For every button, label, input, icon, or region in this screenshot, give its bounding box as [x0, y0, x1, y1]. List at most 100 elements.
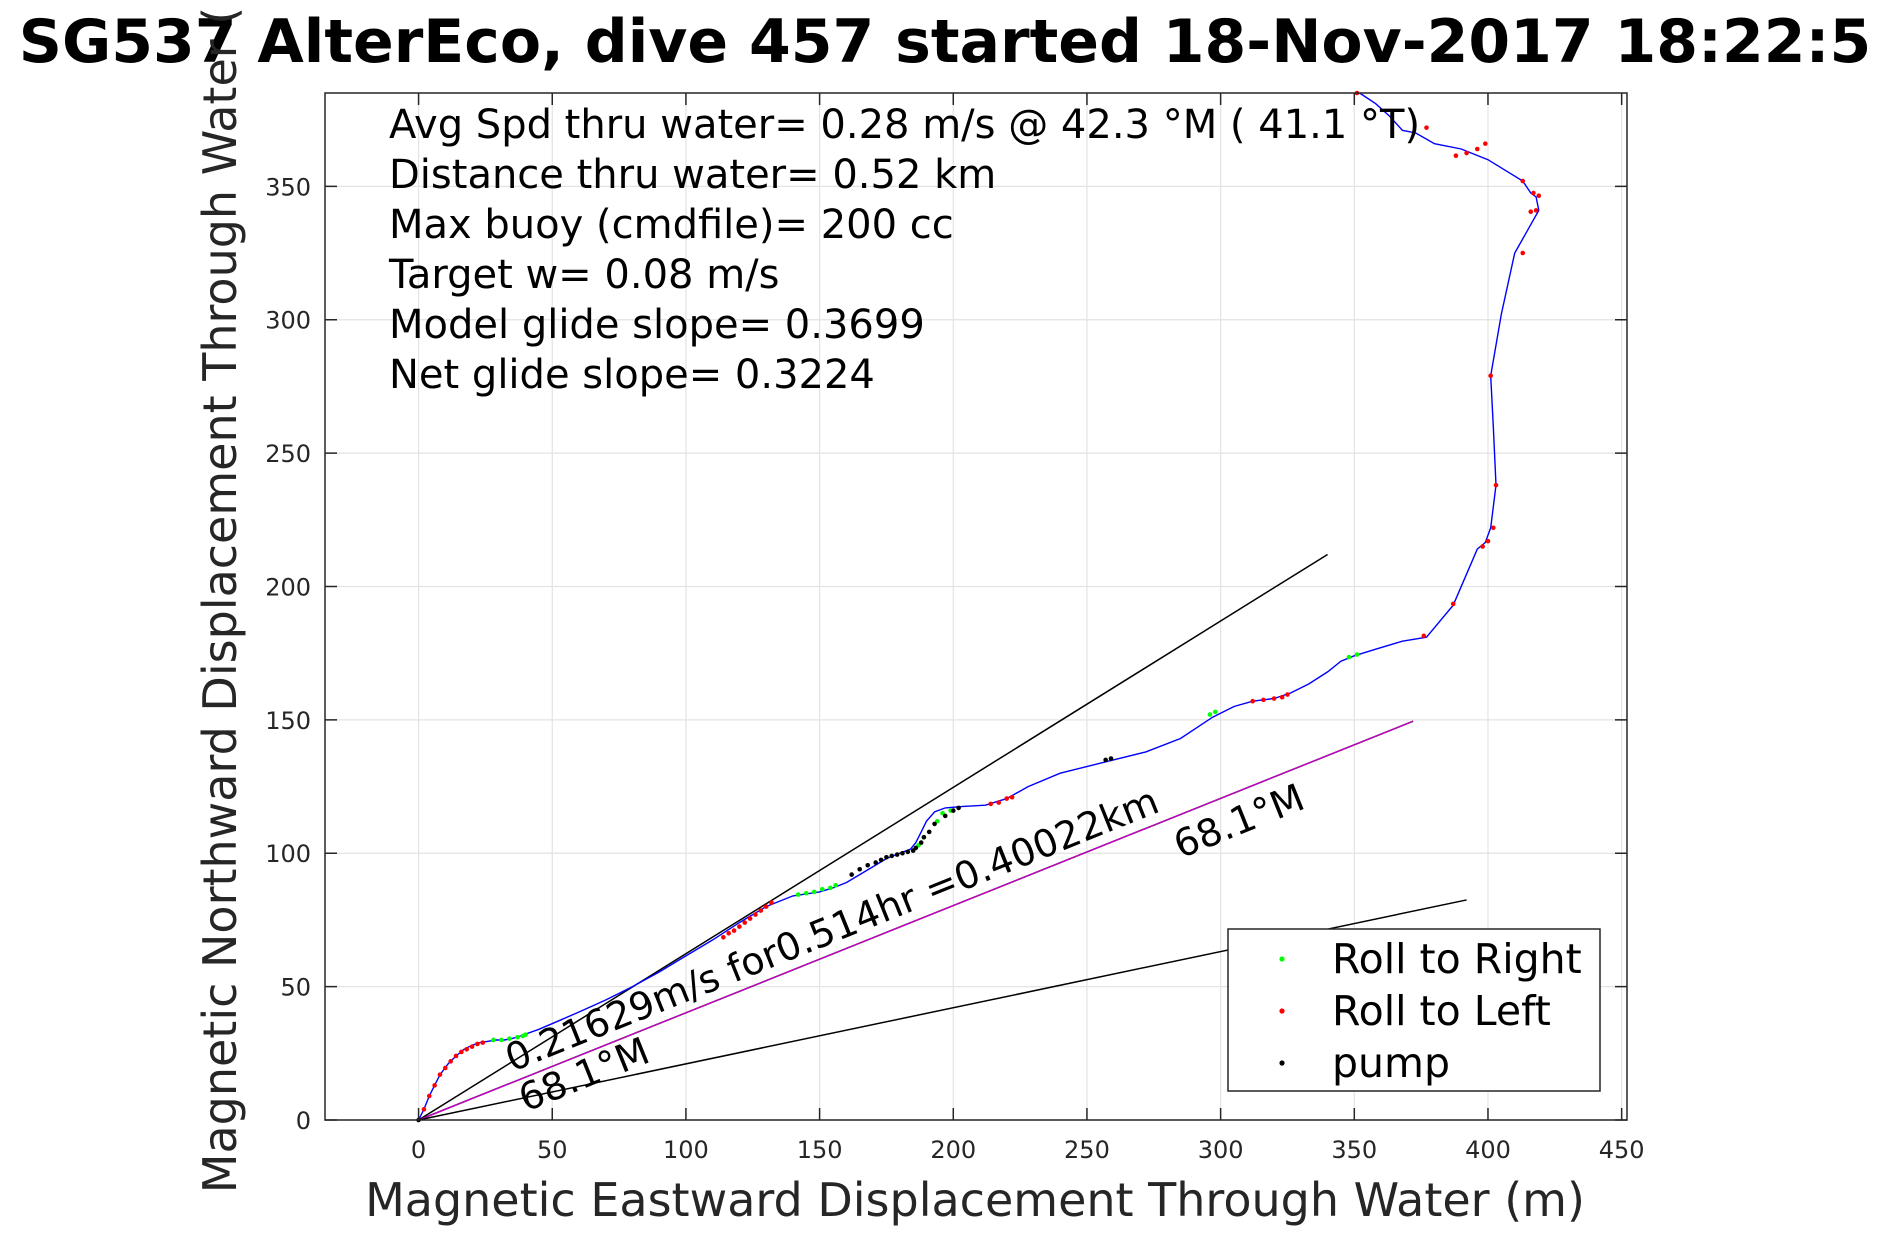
roll-to-left-point — [469, 1044, 475, 1049]
roll-to-right-point — [827, 885, 833, 891]
roll-to-left-point — [1279, 694, 1285, 700]
roll-to-left-point — [1250, 698, 1256, 704]
roll-to-left-point — [731, 928, 737, 933]
roll-to-left-point — [721, 934, 726, 940]
y-tick-label: 0 — [296, 1107, 311, 1135]
roll-to-left-point — [747, 916, 753, 921]
roll-to-left-point — [1474, 146, 1480, 152]
roll-to-left-point — [1009, 794, 1015, 800]
pump-point — [926, 829, 932, 835]
roll-to-left-point — [1480, 544, 1485, 549]
x-axis-label: Magnetic Eastward Displacement Through W… — [365, 1173, 1585, 1227]
roll-to-right-point — [499, 1037, 504, 1043]
roll-to-left-point — [443, 1065, 448, 1071]
track-line — [417, 92, 1540, 1121]
info-text: Avg Spd thru water= 0.28 m/s @ 42.3 °M (… — [388, 102, 1420, 398]
roll-to-right-point — [523, 1032, 528, 1037]
roll-to-right-point — [833, 882, 838, 888]
x-tick-label: 250 — [1064, 1136, 1110, 1164]
y-tick-label: 200 — [265, 573, 311, 601]
x-tick-label: 150 — [797, 1136, 843, 1164]
roll-to-left-point — [421, 1107, 427, 1112]
y-tick-label: 300 — [265, 307, 311, 335]
chart-title: SG537 AlterEco, dive 457 started 18-Nov-… — [19, 7, 1872, 77]
slope-annotation: 0.21629m/s for0.514hr =0.40022km — [499, 779, 1165, 1081]
y-tick-label: 50 — [280, 974, 311, 1002]
roll-to-left-point — [1421, 633, 1427, 639]
roll-to-left-point — [1485, 538, 1491, 544]
roll-to-left-point — [996, 800, 1002, 805]
roll-to-left-point — [1424, 125, 1429, 130]
roll-to-left-point — [437, 1072, 443, 1077]
pump-point — [894, 852, 900, 857]
pump-point — [932, 821, 937, 827]
roll-to-left-point — [1493, 482, 1499, 488]
pump-point — [913, 845, 919, 851]
roll-to-left-point — [1520, 250, 1526, 256]
info-line: Target w= 0.08 m/s — [388, 252, 779, 298]
roll-to-left-point — [758, 908, 764, 913]
legend-marker-pump — [1279, 1060, 1285, 1066]
roll-to-left-point — [453, 1053, 459, 1059]
track — [417, 92, 1540, 1121]
roll-to-left-point — [459, 1049, 464, 1055]
roll-to-right-point — [811, 889, 817, 895]
roll-to-right-point — [795, 892, 801, 897]
roll-to-left-point — [1271, 696, 1277, 701]
roll-to-left-point — [742, 920, 748, 925]
roll-to-left-point — [1520, 178, 1526, 184]
roll-to-right-point — [507, 1036, 512, 1041]
pump-point — [900, 850, 905, 856]
pump-point — [884, 854, 889, 860]
roll-to-left-point — [426, 1093, 432, 1099]
pump-point — [857, 866, 863, 872]
pump-point — [921, 834, 927, 840]
roll-to-left-point — [1533, 208, 1539, 213]
roll-to-left-point — [988, 801, 994, 807]
roll-to-left-point — [448, 1059, 453, 1064]
pump-point — [889, 853, 895, 859]
pump-point — [865, 862, 871, 868]
roll-to-left-point — [480, 1040, 486, 1045]
reference-line — [418, 720, 1414, 1121]
roll-to-left-point — [1261, 697, 1266, 703]
y-tick-label: 150 — [265, 707, 311, 735]
x-tick-label: 300 — [1198, 1136, 1244, 1164]
info-line: Distance thru water= 0.52 km — [389, 152, 996, 198]
roll-to-right-point — [1346, 654, 1352, 660]
info-line: Max buoy (cmdfile)= 200 cc — [389, 202, 954, 248]
pump-point — [873, 860, 879, 865]
pump-point — [878, 857, 884, 863]
legend-label-roll-to-right: Roll to Right — [1332, 935, 1582, 983]
legend-label-pump: pump — [1332, 1039, 1450, 1087]
roll-to-left-point — [475, 1041, 480, 1047]
legend-marker-roll-to-left — [1279, 1008, 1285, 1014]
x-tick-label: 450 — [1599, 1136, 1645, 1164]
roll-to-right-point — [819, 886, 825, 892]
roll-to-left-point — [753, 912, 758, 917]
pump-point — [849, 872, 854, 877]
roll-to-left-point — [737, 924, 742, 929]
x-tick-label: 0 — [411, 1136, 426, 1164]
info-line: Net glide slope= 0.3224 — [389, 352, 875, 398]
y-tick-label: 250 — [265, 440, 311, 468]
info-line: Avg Spd thru water= 0.28 m/s @ 42.3 °M (… — [389, 102, 1420, 148]
x-tick-label: 350 — [1331, 1136, 1377, 1164]
pump-point — [1103, 757, 1108, 763]
reference-line — [418, 553, 1328, 1121]
legend-marker-roll-to-right — [1279, 956, 1285, 962]
roll-to-left-point — [1285, 692, 1290, 697]
pump-point — [918, 840, 924, 845]
roll-to-left-point — [1531, 190, 1536, 196]
roll-to-left-point — [763, 904, 769, 909]
pump-point — [950, 808, 956, 813]
roll-to-right-point — [491, 1037, 496, 1043]
roll-to-left-point — [464, 1047, 469, 1052]
roll-to-left-point — [726, 930, 732, 936]
roll-to-left-point — [1004, 796, 1010, 801]
roll-to-left-point — [1450, 601, 1456, 607]
info-line: Model glide slope= 0.3699 — [389, 302, 925, 348]
x-tick-label: 200 — [930, 1136, 976, 1164]
x-tick-label: 100 — [663, 1136, 709, 1164]
